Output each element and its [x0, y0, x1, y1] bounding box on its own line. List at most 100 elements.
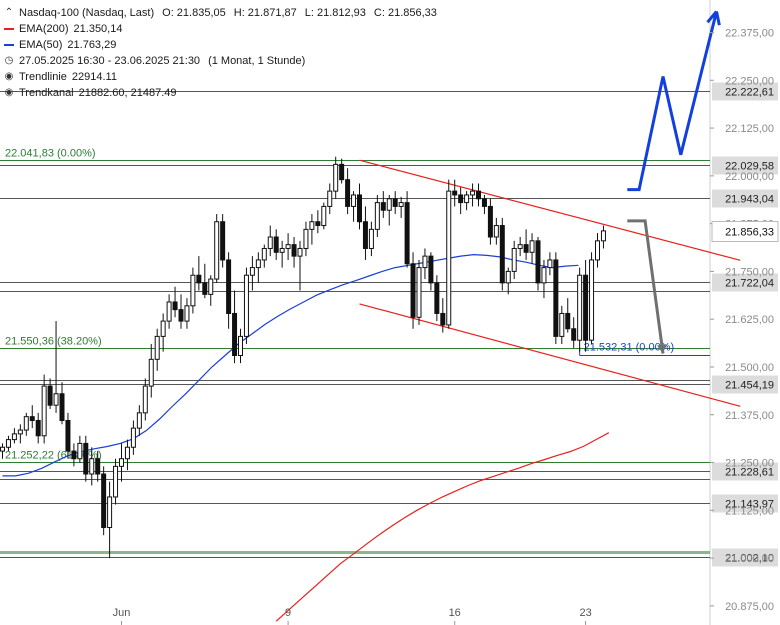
chart-legend: ⌃ Nasdaq-100 (Nasdaq, Last) O: 21.835,05…: [4, 5, 437, 101]
candle: [333, 156, 339, 199]
candle-body: [339, 163, 345, 181]
chevron-up-icon[interactable]: ⌃: [4, 7, 14, 18]
candle: [184, 298, 190, 329]
candle: [434, 275, 440, 322]
candle-body: [392, 198, 398, 207]
candle-body: [398, 202, 404, 207]
current-price-label: 21.856,33: [725, 227, 774, 239]
candle-body: [529, 240, 535, 253]
candle-body: [0, 446, 5, 452]
candle-body: [440, 312, 446, 326]
y-tick-label: 20.875,00: [725, 601, 774, 613]
candle: [178, 294, 184, 329]
candle-body: [386, 198, 392, 211]
candle: [273, 229, 279, 260]
candle: [505, 267, 511, 295]
level-price-label: 21.943,04: [725, 194, 774, 206]
candle-body: [309, 221, 315, 230]
candle: [71, 443, 77, 467]
ohlc-high: H: 21.871,87: [233, 7, 297, 19]
candle: [452, 179, 458, 207]
candle: [547, 252, 553, 276]
ema50-value: 21.763,29: [67, 39, 117, 51]
candle-body: [160, 320, 166, 337]
candle: [392, 191, 398, 215]
candle-body: [17, 429, 23, 435]
candle: [565, 298, 571, 333]
candle: [499, 217, 505, 291]
instrument-name: Nasdaq-100 (Nasdaq, Last): [19, 7, 155, 19]
candle-body: [29, 416, 35, 421]
candle: [11, 428, 17, 444]
candle: [529, 233, 535, 264]
current-price-box: [711, 221, 779, 242]
candle-body: [493, 225, 499, 238]
legend-ema200-row[interactable]: EMA(200) 21.350,14: [4, 21, 437, 37]
candle: [600, 225, 606, 249]
candle: [267, 225, 273, 257]
candle: [196, 256, 202, 291]
candle-body: [142, 385, 148, 414]
legend-trendchannel-row[interactable]: ◉ Trendkanal 21882.60, 21487.49: [4, 85, 437, 101]
candle-body: [89, 458, 95, 475]
level-price-label: 21.228,61: [725, 467, 774, 479]
trend-channel-lower: [359, 303, 741, 407]
candle-body: [422, 255, 428, 269]
legend-ema50-row[interactable]: EMA(50) 21.763,29: [4, 37, 437, 53]
candle: [130, 420, 136, 455]
candle: [5, 435, 11, 452]
candle-body: [154, 335, 160, 360]
candle-body: [267, 236, 273, 249]
level-price-box: [712, 548, 778, 567]
ema200-swatch: [4, 28, 14, 30]
legend-period-row: ◷ 27.05.2025 16:30 - 23.06.2025 21:30 (1…: [4, 53, 437, 69]
candle-body: [315, 221, 321, 227]
candle: [303, 221, 309, 257]
level-price-label: 22.029,58: [725, 161, 774, 173]
candle-body: [487, 205, 493, 238]
candle-body: [565, 312, 571, 330]
y-tick-label: 21.125,00: [725, 505, 774, 517]
candle-body: [583, 274, 589, 341]
candle: [255, 252, 261, 283]
candle-body: [232, 312, 238, 357]
candle: [595, 233, 600, 268]
candle-body: [65, 419, 71, 452]
candle-body: [595, 240, 600, 261]
candle: [148, 344, 154, 398]
horizontal-levels: 22.222,61 22.029,58 21.943,04 21.722,04 21.4…: [0, 82, 778, 567]
candle-body: [136, 412, 142, 429]
candle: [410, 252, 416, 329]
candle: [160, 313, 166, 352]
candle: [279, 240, 285, 268]
y-tick-label: 21.625,00: [725, 314, 774, 326]
y-tick-label: 21.750,00: [725, 266, 774, 278]
candle-body: [404, 202, 410, 265]
candle: [41, 374, 47, 444]
candle: [291, 237, 297, 268]
candle: [166, 294, 172, 329]
candle: [202, 263, 208, 299]
trend-channel-upper: [359, 159, 741, 261]
candle: [101, 466, 107, 536]
candle-body: [124, 446, 130, 460]
candle-body: [380, 202, 386, 211]
x-tick-label: 9: [285, 607, 291, 619]
trendline-label: Trendlinie: [19, 71, 67, 83]
candle: [541, 259, 547, 299]
candle: [154, 328, 160, 371]
ohlc-close: C: 21.856,33: [373, 7, 437, 19]
candle-body: [511, 247, 517, 272]
candle-body: [446, 190, 452, 326]
candle-body: [53, 393, 59, 406]
legend-instrument-row: ⌃ Nasdaq-100 (Nasdaq, Last) O: 21.835,05…: [4, 5, 437, 21]
candle: [493, 217, 499, 245]
candle: [285, 233, 291, 260]
y-tick-label: 22.000,00: [725, 171, 774, 183]
level-price-box: [712, 189, 778, 208]
candlesticks: [0, 156, 606, 559]
candle-body: [428, 255, 434, 284]
legend-trendline-row[interactable]: ◉ Trendlinie 22914.11: [4, 69, 437, 85]
candle-body: [357, 194, 362, 223]
